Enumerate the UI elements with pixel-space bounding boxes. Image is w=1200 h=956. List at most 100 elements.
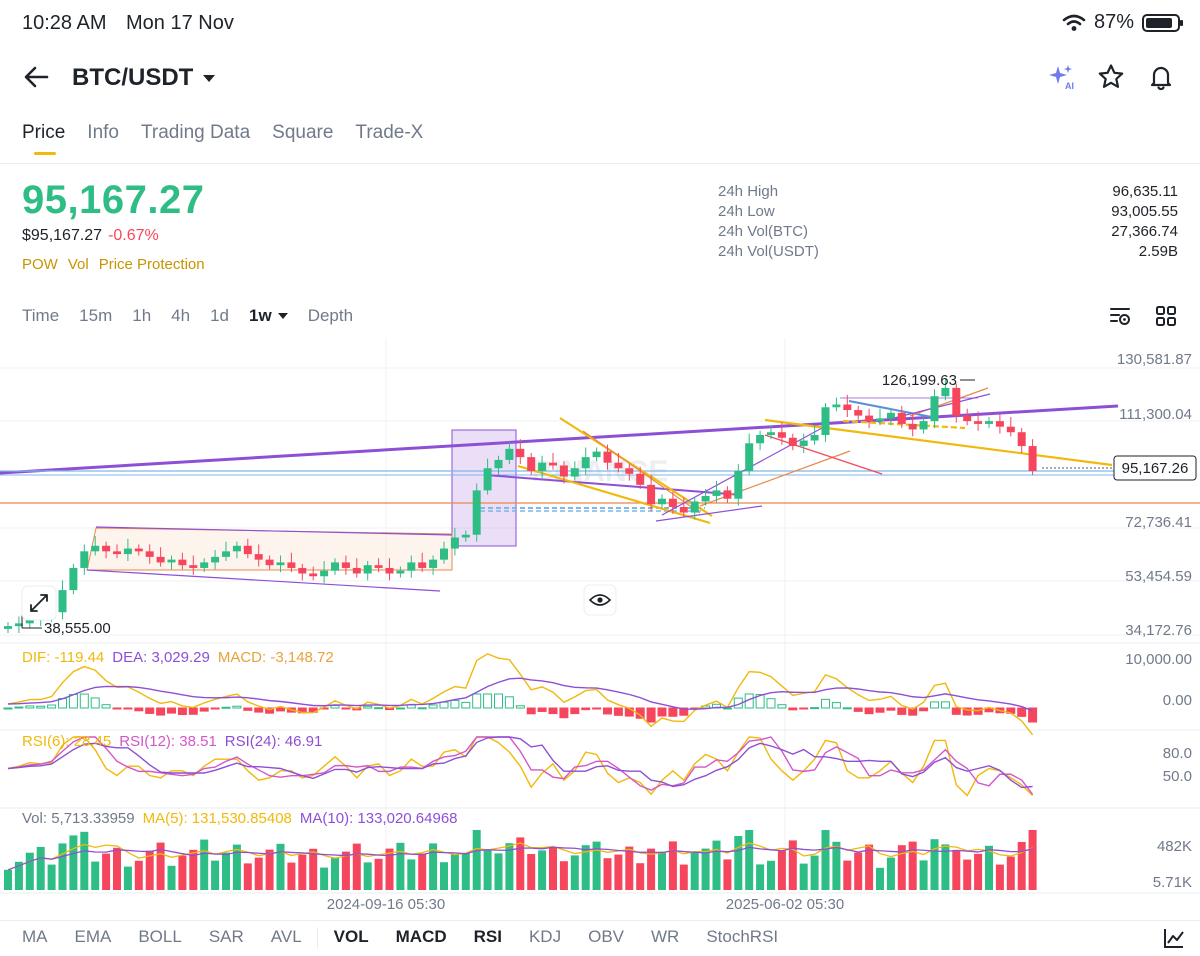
pair-selector[interactable]: BTC/USDT — [72, 64, 216, 92]
low-price-label: 38,555.00 — [44, 620, 111, 637]
volume-bar — [581, 845, 590, 890]
macd-histogram-bar — [123, 707, 133, 710]
rsi-axis-label: 50.0 — [1163, 768, 1192, 785]
bell-icon[interactable] — [1146, 62, 1176, 92]
grid-layout-icon[interactable] — [1154, 304, 1178, 328]
candle-body — [788, 437, 797, 447]
indicator-kdj[interactable]: KDJ — [528, 927, 562, 946]
volume-bar — [527, 854, 536, 890]
volume-bar — [985, 845, 993, 890]
tag-vol[interactable]: Vol — [67, 256, 89, 273]
price-axis: 130,581.87 111,300.04 72,736.41 53,454.5… — [1117, 351, 1192, 639]
candle-body — [756, 434, 765, 444]
macd-axis-label: 10,000.00 — [1125, 651, 1192, 668]
interval-depth[interactable]: Depth — [307, 306, 354, 325]
indicator-rsi[interactable]: RSI — [473, 927, 502, 946]
star-icon[interactable] — [1096, 62, 1126, 92]
indicator-wr[interactable]: WR — [651, 927, 680, 946]
volume-bar — [113, 847, 121, 890]
candle-body — [734, 471, 743, 499]
rsi12-line — [7, 736, 1034, 795]
candle-body — [799, 440, 808, 447]
macd-histogram-bar — [657, 707, 667, 717]
interval-1w[interactable]: 1w — [249, 306, 288, 326]
interval-1d[interactable]: 1d — [210, 306, 229, 325]
candle-body — [200, 562, 209, 568]
chart-settings-icon[interactable] — [1108, 304, 1132, 328]
indicator-vol[interactable]: VOL — [333, 927, 369, 946]
wifi-icon — [1062, 14, 1086, 31]
status-date: Mon 17 Nov — [126, 12, 234, 34]
volume-bar — [668, 841, 677, 890]
indicator-settings-icon[interactable] — [1162, 926, 1186, 950]
price-axis-label: 130,581.87 — [1117, 351, 1192, 368]
indicator-sar[interactable]: SAR — [208, 927, 244, 946]
stats-panel: 24h High 96,635.11 24h Low 93,005.55 24h V… — [718, 183, 1178, 263]
volume-bar — [886, 857, 895, 890]
tag-price-protection[interactable]: Price Protection — [98, 256, 205, 273]
stat-value: 93,005.55 — [1111, 203, 1178, 220]
candle-body — [331, 562, 339, 571]
candle-body — [832, 404, 841, 408]
tab-square[interactable]: Square — [272, 122, 334, 143]
interval-15m[interactable]: 15m — [79, 306, 113, 325]
volume-bar — [320, 867, 329, 890]
candle-body — [854, 410, 863, 416]
volume-bar — [767, 860, 775, 890]
volume-bar — [352, 843, 361, 890]
tab-trading-data[interactable]: Trading Data — [141, 122, 251, 143]
candle-body — [232, 545, 241, 552]
volume-bar — [658, 851, 666, 890]
stat-row: 24h Vol(USDT) 2.59B — [718, 243, 1178, 263]
candle-body — [777, 432, 786, 438]
indicator-stochrsi[interactable]: StochRSI — [706, 927, 779, 946]
price-chart[interactable]: BINANCE 130,581.87 111,300.04 72,736.41 … — [0, 338, 1200, 920]
candle-body — [1017, 432, 1026, 447]
volume-bar — [799, 863, 808, 890]
rsi12-value: 38.51 — [179, 733, 217, 750]
indicator-ma[interactable]: MA — [22, 927, 48, 946]
candle-body — [429, 559, 438, 568]
indicator-boll[interactable]: BOLL — [138, 927, 182, 946]
tag-pow[interactable]: POW — [22, 256, 58, 273]
interval-1h[interactable]: 1h — [132, 306, 152, 325]
interval-4h[interactable]: 4h — [171, 306, 191, 325]
volume-bar — [254, 857, 263, 890]
volume-bar — [287, 862, 296, 890]
vol-value: 5,713.33959 — [51, 810, 135, 827]
indicator-ema[interactable]: EMA — [74, 927, 112, 946]
ai-sparkle-icon[interactable]: AI — [1046, 62, 1076, 92]
volume-bar — [102, 853, 111, 890]
expand-chart-button[interactable] — [21, 585, 57, 621]
indicator-avl[interactable]: AVL — [270, 927, 302, 946]
macd-histogram-bar — [276, 707, 285, 712]
status-bar: 10:28 AM Mon 17 Nov 87% — [0, 0, 1200, 44]
indicator-obv[interactable]: OBV — [588, 927, 624, 946]
macd-histogram-bar — [886, 707, 896, 711]
macd-histogram-bar — [374, 707, 384, 710]
macd-histogram-bar — [962, 707, 972, 716]
volume-bar — [745, 830, 754, 890]
volume-bar — [211, 860, 220, 890]
candle-body — [156, 556, 165, 563]
tab-info[interactable]: Info — [87, 122, 119, 143]
macd-histogram-bar — [526, 707, 536, 715]
candle-body — [298, 567, 307, 574]
candle-body — [363, 565, 372, 574]
volume-bar — [396, 842, 405, 890]
macd-histogram-bar — [243, 707, 253, 711]
volume-axis-label: 5.71K — [1153, 874, 1192, 891]
macd-axis-label: 0.00 — [1163, 692, 1192, 709]
candle-body — [603, 451, 612, 463]
tab-price[interactable]: Price — [22, 122, 65, 155]
rsi6-value: 28.45 — [73, 733, 112, 750]
volume-bar — [625, 846, 634, 890]
rsi-panel: 80.0 50.0 — [7, 736, 1192, 797]
back-arrow-icon[interactable] — [22, 62, 52, 92]
indicator-macd[interactable]: MACD — [395, 927, 447, 946]
macd-histogram-bar — [624, 707, 634, 717]
tab-trade-x[interactable]: Trade-X — [355, 122, 424, 143]
visibility-toggle-button[interactable] — [583, 584, 617, 616]
interval-time[interactable]: Time — [22, 306, 60, 325]
macd-histogram-bar — [592, 707, 602, 710]
